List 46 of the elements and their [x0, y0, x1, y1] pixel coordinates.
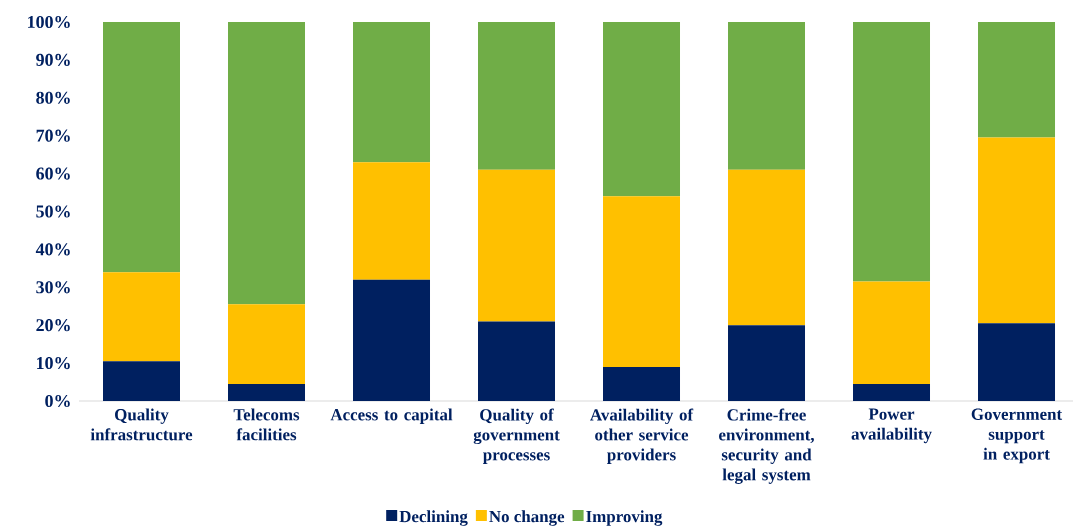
- bar: [728, 169, 806, 326]
- bar: [478, 169, 555, 322]
- bar: [853, 281, 931, 384]
- bar: [603, 196, 681, 367]
- y-tick-label: 70%: [36, 129, 70, 142]
- bar: [978, 323, 1056, 401]
- bar: [103, 272, 180, 362]
- bar: [603, 366, 681, 401]
- y-tick-label: 100%: [28, 15, 70, 29]
- bar: [353, 22, 430, 163]
- bar: [353, 279, 430, 401]
- bar: [978, 22, 1056, 138]
- bar: [103, 361, 180, 401]
- bar: [353, 162, 430, 280]
- x-tick-label: Government support in export: [971, 408, 1063, 464]
- y-tick-label: 60%: [36, 167, 70, 180]
- y-tick-label: 80%: [36, 91, 70, 104]
- legend-label: Declining: [399, 510, 468, 526]
- x-tick-label: Quality infrastructure: [90, 408, 193, 441]
- bar: [228, 304, 305, 384]
- bar: [478, 321, 555, 401]
- y-tick-label: 10%: [37, 357, 70, 370]
- bar: [853, 383, 931, 401]
- y-tick-label: 50%: [36, 205, 70, 218]
- x-tick-label: Telecoms facilities: [233, 408, 300, 441]
- x-tick-label: Quality of government processes: [473, 408, 560, 464]
- bar: [228, 22, 305, 305]
- x-tick-label: Power availability: [851, 408, 932, 444]
- legend-label: No change: [489, 510, 565, 526]
- bar: [478, 22, 555, 170]
- legend-label: Improving: [586, 510, 663, 526]
- x-tick-label: Access to capital: [330, 408, 453, 424]
- x-tick-label: Availability of other service providers: [590, 408, 694, 464]
- bar: [228, 383, 305, 401]
- bar: [728, 22, 806, 170]
- bar: [728, 325, 806, 401]
- y-tick-label: 0%: [45, 394, 70, 408]
- y-tick-label: 90%: [36, 53, 70, 66]
- y-tick-label: 20%: [36, 319, 70, 332]
- x-tick-label: Crime-free environment, security and legal system: [719, 408, 814, 484]
- bar: [978, 137, 1056, 324]
- bar: [103, 22, 180, 273]
- bar: [853, 22, 931, 282]
- y-tick-label: 30%: [36, 281, 70, 294]
- y-tick-label: 40%: [35, 243, 70, 256]
- bar: [603, 22, 681, 197]
